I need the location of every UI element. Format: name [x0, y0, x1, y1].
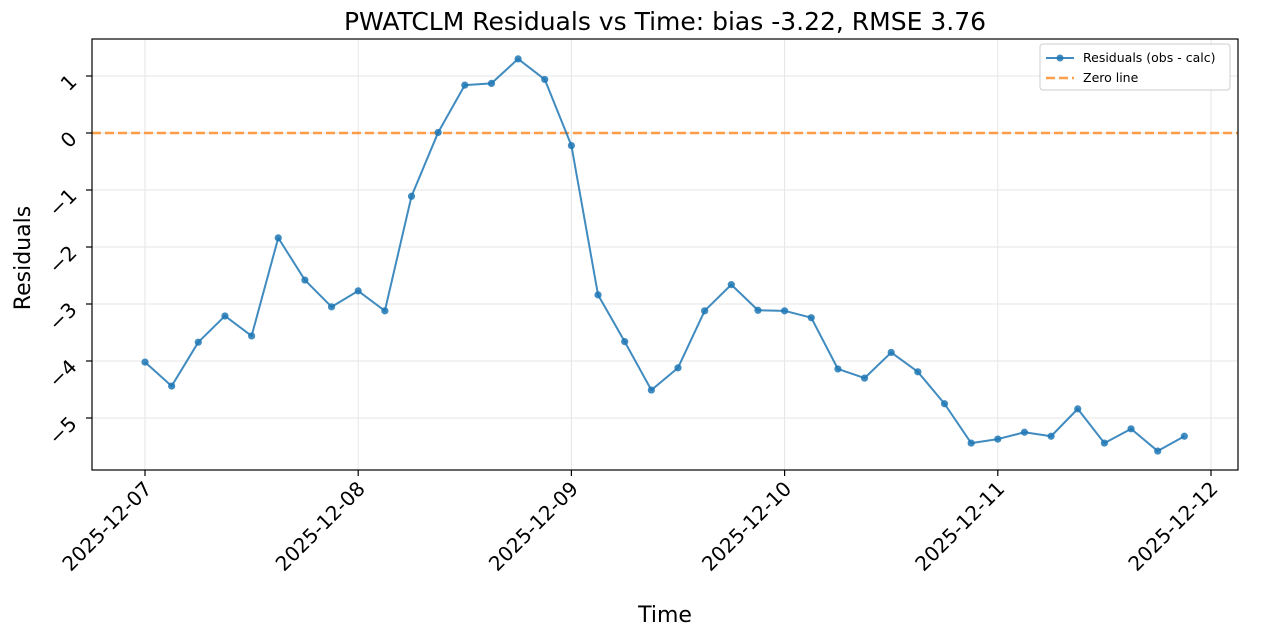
- legend-box: [1039, 43, 1231, 91]
- data-point: [807, 314, 815, 322]
- chart-title: PWATCLM Residuals vs Time: bias -3.22, R…: [344, 7, 986, 36]
- y-tick-label: 0: [56, 127, 82, 153]
- x-axis-label: Time: [637, 603, 692, 628]
- x-tick-label: 2025-12-09: [484, 477, 583, 576]
- x-tick-label: 2025-12-10: [697, 477, 796, 576]
- residuals-series: [141, 55, 1188, 455]
- data-point: [1127, 425, 1135, 433]
- data-point: [1100, 439, 1108, 447]
- data-point: [567, 141, 576, 150]
- y-axis-label: Residuals: [11, 206, 36, 310]
- legend-marker-icon: [1056, 54, 1064, 62]
- data-point: [301, 276, 309, 284]
- data-point: [407, 192, 416, 200]
- data-point: [674, 364, 682, 372]
- data-point: [1154, 447, 1162, 455]
- x-axis-ticks: 2025-12-07 2025-12-08 2025-12-09 2025-12-10…: [57, 470, 1223, 576]
- plot-frame: [91, 38, 1239, 471]
- x-tick-label: 2025-12-12: [1123, 477, 1222, 576]
- data-point: [434, 128, 442, 137]
- data-point: [221, 312, 229, 320]
- data-point: [1047, 432, 1055, 440]
- data-point: [541, 75, 549, 84]
- data-point: [168, 382, 176, 390]
- legend-label-residuals: Residuals (obs - calc): [1083, 50, 1215, 65]
- data-point: [141, 358, 149, 366]
- data-point: [994, 435, 1002, 443]
- data-point: [914, 368, 922, 376]
- x-tick-label: 2025-12-07: [57, 477, 156, 576]
- y-axis-ticks: 1 0 −1 −2 −3 −4 −5: [44, 70, 92, 450]
- x-tick-label: 2025-12-08: [271, 477, 370, 576]
- data-point: [940, 400, 949, 408]
- data-point: [754, 306, 762, 314]
- x-tick-label: 2025-12-11: [910, 477, 1009, 576]
- y-tick-label: −2: [44, 241, 82, 279]
- data-point: [248, 332, 256, 340]
- data-point: [621, 338, 629, 346]
- data-point: [354, 287, 362, 295]
- data-point: [1180, 432, 1188, 440]
- data-point: [887, 348, 895, 357]
- legend: Residuals (obs - calc) Zero line: [1039, 43, 1231, 91]
- data-point: [1020, 428, 1029, 436]
- data-point: [860, 374, 869, 382]
- data-point: [194, 338, 202, 346]
- y-tick-label: −1: [44, 184, 82, 222]
- legend-item-zero-line: Zero line: [1046, 70, 1139, 85]
- y-tick-label: 1: [56, 70, 82, 96]
- data-point: [781, 307, 789, 315]
- data-point: [274, 234, 282, 242]
- data-point: [487, 79, 496, 88]
- legend-item-residuals: Residuals (obs - calc): [1046, 50, 1215, 65]
- data-point: [381, 307, 389, 315]
- y-tick-label: −4: [44, 355, 82, 393]
- y-tick-label: −5: [44, 412, 82, 450]
- data-point: [834, 365, 842, 373]
- data-point: [647, 386, 655, 394]
- data-point: [701, 307, 709, 315]
- y-tick-label: −3: [44, 298, 82, 336]
- residuals-line: [144, 57, 1185, 453]
- data-point: [327, 303, 336, 311]
- data-point: [727, 281, 735, 289]
- data-point: [967, 439, 975, 447]
- data-point: [1074, 405, 1082, 413]
- data-point: [514, 55, 522, 63]
- legend-label-zero-line: Zero line: [1083, 70, 1139, 85]
- data-point: [594, 291, 602, 299]
- data-point: [461, 81, 469, 89]
- grid-lines: [92, 39, 1238, 470]
